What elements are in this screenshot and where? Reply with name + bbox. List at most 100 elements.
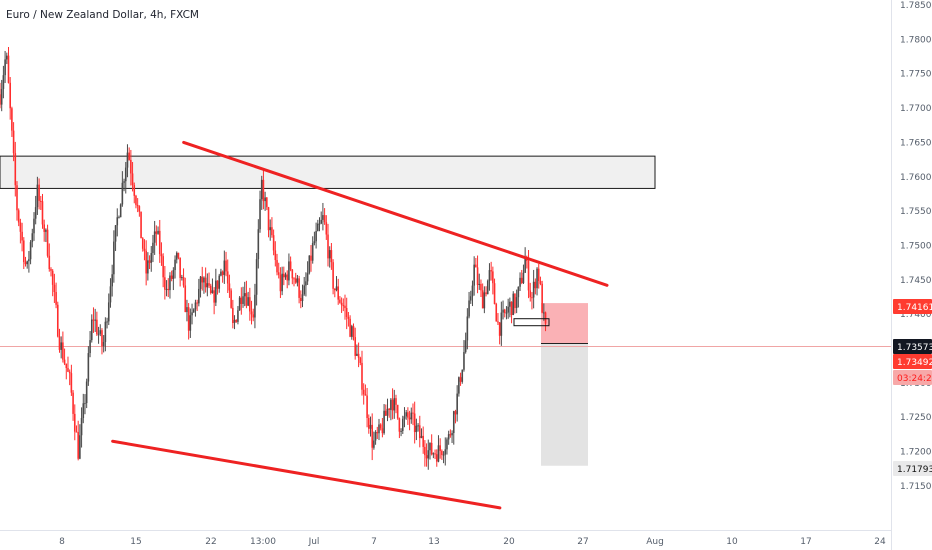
candle-body <box>342 305 345 307</box>
candle-body <box>255 259 258 295</box>
candle-body <box>417 425 419 427</box>
candle-body <box>11 108 13 131</box>
candle-body <box>206 283 209 288</box>
candle-body <box>254 294 256 318</box>
resistance-zone[interactable] <box>0 155 656 189</box>
candle-body <box>456 393 458 415</box>
candle-body <box>413 413 416 433</box>
candle-body <box>150 253 153 263</box>
candle-body <box>374 432 377 441</box>
candle-body <box>303 285 306 295</box>
candle-body <box>529 290 532 298</box>
candle-body <box>131 173 134 186</box>
candle-body <box>468 300 470 317</box>
candle-body <box>48 255 51 269</box>
candle-body <box>119 204 122 218</box>
candle-body <box>532 281 535 298</box>
candle-body <box>430 442 433 455</box>
candle-body <box>31 233 34 243</box>
candle-body <box>543 312 545 314</box>
candle-body <box>77 432 79 459</box>
candle-body <box>435 454 438 462</box>
candle-body <box>177 252 180 258</box>
candle-body <box>458 377 460 394</box>
candle-body <box>247 297 249 306</box>
candle-body <box>186 307 188 313</box>
candle-body <box>0 88 3 105</box>
candle-body <box>452 411 455 434</box>
stop-loss-zone[interactable] <box>541 303 588 344</box>
trendline-lower[interactable] <box>111 439 502 510</box>
candle-body <box>106 321 108 323</box>
candle-body <box>524 258 526 273</box>
candle-body <box>65 363 68 369</box>
candle-body <box>107 302 110 322</box>
candle-body <box>503 309 506 313</box>
candle-body <box>104 321 107 342</box>
candle-body <box>294 278 297 283</box>
candle-body <box>53 284 56 293</box>
price-tag <box>893 354 932 369</box>
candle-body <box>147 260 149 274</box>
candle-body <box>245 293 248 306</box>
candle-body <box>16 185 18 211</box>
candle-body <box>442 454 445 456</box>
candle-body <box>128 152 130 160</box>
time-tick-label: Aug <box>646 537 664 547</box>
candle-body <box>485 292 487 295</box>
candle-body <box>300 297 302 302</box>
candle-body <box>184 285 187 313</box>
candle-body <box>34 207 37 219</box>
candle-body <box>432 453 435 455</box>
price-tick-label: 1.76000 <box>900 173 932 183</box>
time-axis[interactable]: 8 15 22 13:00 Jul 7 13 20 27 Aug 10 17 24 <box>59 537 886 547</box>
candle-body <box>82 403 85 419</box>
time-tick-label: 13 <box>428 537 439 547</box>
candle-body <box>238 297 241 311</box>
candle-body <box>471 285 474 297</box>
candle-body <box>454 411 457 415</box>
candle-body <box>371 424 373 448</box>
candle-body <box>367 418 370 429</box>
candle-body <box>480 283 482 291</box>
take-profit-zone[interactable] <box>541 343 588 466</box>
candle-body <box>288 261 290 281</box>
candle-body <box>478 283 481 285</box>
candle-body <box>327 234 329 259</box>
candle-body <box>522 272 525 284</box>
candle-body <box>514 293 516 309</box>
candle-body <box>434 453 436 455</box>
candle-body <box>80 418 83 436</box>
candle-body <box>242 296 244 304</box>
candle-body <box>379 424 382 429</box>
candle-body <box>498 322 501 336</box>
order-block-box[interactable] <box>513 318 550 327</box>
candle-body <box>97 333 100 335</box>
candle-body <box>350 326 353 337</box>
candle-body <box>502 309 504 313</box>
candle-body <box>366 395 368 419</box>
candle-body <box>369 424 372 429</box>
candle-body <box>208 283 210 286</box>
candle-body <box>381 428 384 434</box>
price-tick-label: 1.72500 <box>900 413 932 423</box>
candle-body <box>121 182 124 205</box>
price-axis[interactable]: 1.78500 1.78000 1.77500 1.77000 1.76500 1.760… <box>900 1 932 492</box>
candle-body <box>505 312 508 314</box>
candle-body <box>243 293 246 297</box>
candle-body <box>264 197 266 202</box>
candle-body <box>537 268 540 282</box>
candle-body <box>339 299 341 303</box>
candle-body <box>240 297 243 304</box>
candle-body <box>111 274 113 287</box>
candle-body <box>2 75 5 89</box>
trendline-upper[interactable] <box>182 140 609 287</box>
candle-body <box>449 434 452 436</box>
candle-body <box>306 273 309 282</box>
candle-body <box>228 283 231 291</box>
candle-body <box>113 241 115 275</box>
candle-body <box>420 435 423 439</box>
candle-body <box>492 271 494 284</box>
candle-body <box>46 229 49 256</box>
